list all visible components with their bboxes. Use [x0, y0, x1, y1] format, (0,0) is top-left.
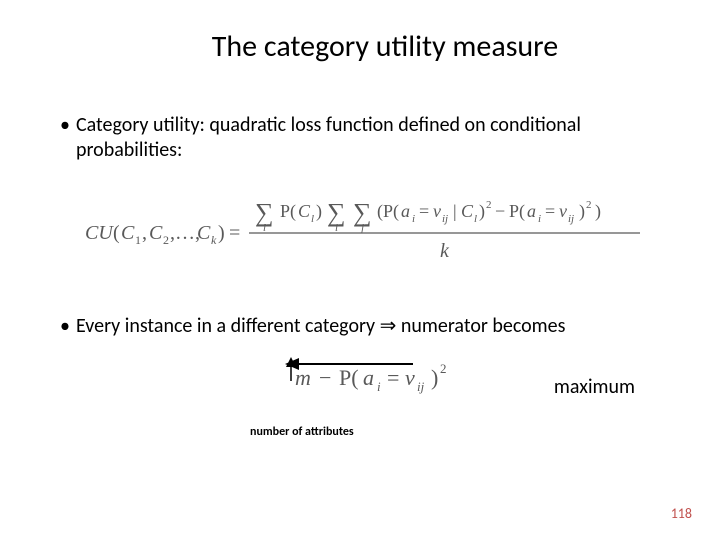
svg-text:l: l — [263, 222, 266, 234]
svg-text:): ) — [579, 201, 585, 222]
svg-text:P(: P( — [280, 201, 296, 222]
svg-text:,: , — [142, 222, 147, 244]
svg-text:i: i — [538, 213, 541, 225]
svg-text:CU: CU — [85, 222, 114, 244]
formula-secondary-region: m − P( a i = v ij ) 2 maximum number of … — [60, 357, 670, 457]
svg-text:ij: ij — [568, 213, 574, 225]
svg-text:ij: ij — [417, 379, 425, 394]
page-number: 118 — [671, 505, 692, 522]
arrow-up-icon — [285, 357, 297, 383]
svg-text:1: 1 — [135, 233, 141, 247]
svg-text:C: C — [298, 201, 311, 221]
svg-text:(P(: (P( — [377, 201, 399, 222]
svg-text:,…,: ,…, — [170, 222, 200, 244]
svg-text:l: l — [311, 213, 314, 225]
svg-text:i: i — [335, 222, 338, 234]
bullet-2: Every instance in a different category ⇒… — [60, 314, 670, 339]
formula-main: CU ( C 1 , C 2 ,…, C k ) = k ∑ l P( — [60, 191, 670, 274]
svg-text:i: i — [412, 213, 415, 225]
svg-text:(: ( — [113, 222, 120, 244]
svg-text:2: 2 — [163, 233, 169, 247]
svg-text:): ) — [316, 201, 322, 222]
svg-text:=: = — [419, 201, 429, 221]
svg-text:C: C — [121, 222, 135, 244]
maximum-label: maximum — [554, 375, 635, 399]
svg-text:C: C — [149, 222, 163, 244]
svg-text:2: 2 — [440, 361, 447, 376]
svg-text:): ) — [479, 201, 485, 222]
svg-text:a: a — [401, 201, 410, 221]
svg-text:a: a — [527, 201, 536, 221]
svg-text:P(: P( — [509, 201, 525, 222]
svg-text:2: 2 — [486, 199, 492, 211]
slide-title: The category utility measure — [100, 28, 670, 65]
bullet-1: Category utility: quadratic loss functio… — [60, 113, 670, 163]
svg-text:): ) — [218, 222, 225, 244]
svg-text:k: k — [440, 240, 450, 262]
svg-text:): ) — [595, 201, 601, 222]
attributes-label: number of attributes — [250, 425, 354, 439]
svg-text:v: v — [433, 201, 441, 221]
svg-text:2: 2 — [586, 199, 592, 211]
svg-text:=: = — [545, 201, 555, 221]
svg-text:i: i — [377, 379, 381, 394]
svg-text:−: − — [495, 201, 505, 221]
svg-text:): ) — [431, 365, 438, 390]
svg-text:=: = — [229, 222, 240, 244]
svg-text:ij: ij — [442, 213, 448, 225]
arrow-right-icon — [285, 357, 415, 371]
svg-text:v: v — [559, 201, 567, 221]
svg-text:C: C — [197, 222, 211, 244]
svg-text:l: l — [474, 213, 477, 225]
svg-text:C: C — [461, 201, 474, 221]
svg-text:k: k — [211, 233, 217, 247]
svg-text:|: | — [453, 201, 457, 221]
